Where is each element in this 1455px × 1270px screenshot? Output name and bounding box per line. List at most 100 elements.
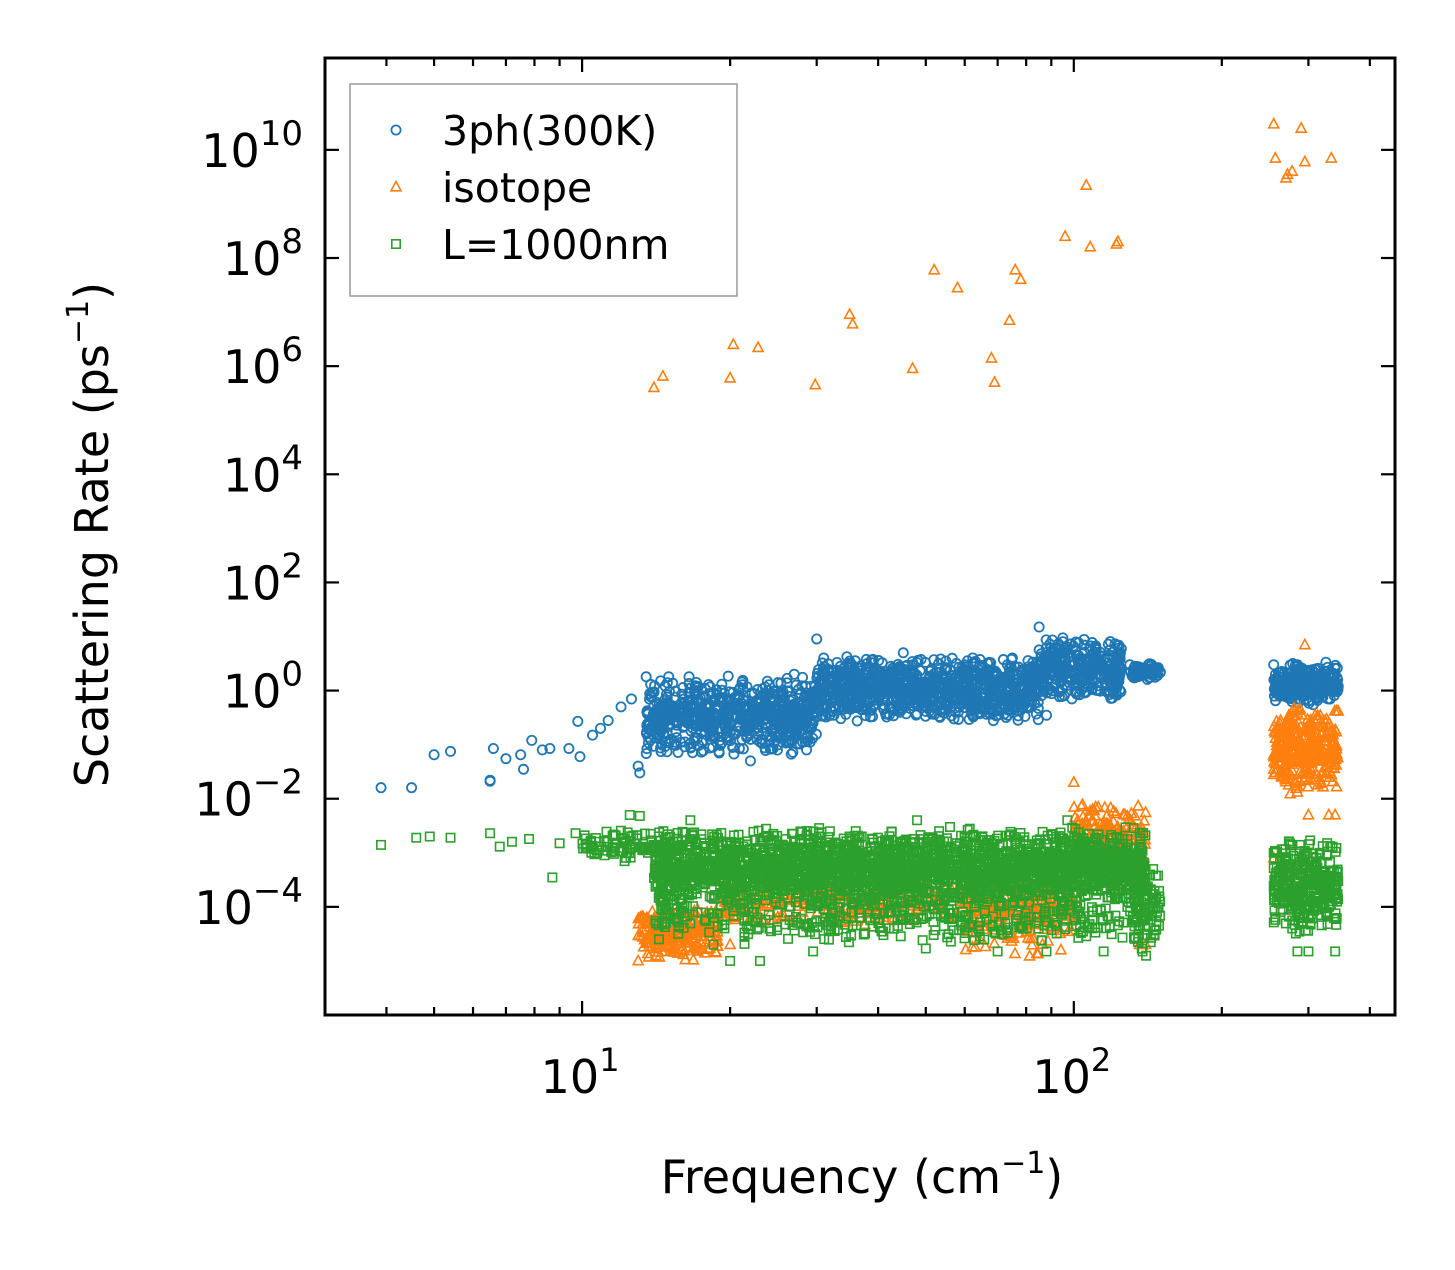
- point-circle: [526, 734, 538, 746]
- point-circle: [428, 749, 440, 761]
- point-circle: [658, 730, 670, 742]
- point-triangle: [1079, 178, 1093, 191]
- point-triangle: [1302, 807, 1315, 820]
- point-circle: [515, 749, 527, 761]
- point-circle: [897, 647, 909, 659]
- point-triangle: [1014, 272, 1028, 285]
- point-circle: [733, 722, 745, 734]
- point-circle: [707, 723, 719, 735]
- point-triangle: [723, 937, 737, 950]
- point-triangle: [1269, 151, 1282, 163]
- point-circle: [1041, 709, 1053, 721]
- point-circle: [375, 782, 387, 794]
- point-circle: [805, 680, 817, 692]
- point-circle: [718, 718, 730, 730]
- point-triangle: [846, 316, 859, 329]
- point-triangle: [1067, 775, 1081, 788]
- point-circle: [602, 714, 614, 726]
- point-circle: [763, 679, 775, 691]
- point-circle: [517, 763, 529, 775]
- point-circle: [746, 715, 758, 727]
- point-circle: [703, 679, 715, 691]
- point-circle: [572, 715, 584, 727]
- point-circle: [1033, 621, 1045, 633]
- point-circle: [718, 687, 730, 699]
- point-circle: [644, 690, 656, 702]
- point-circle: [783, 729, 795, 741]
- point-triangle: [723, 370, 737, 383]
- point-circle: [764, 731, 776, 743]
- point-triangle: [1058, 229, 1072, 242]
- point-triangle: [647, 380, 661, 393]
- point-circle: [661, 677, 673, 689]
- point-circle: [676, 688, 688, 700]
- point-circle: [736, 734, 748, 746]
- point-circle: [780, 735, 792, 747]
- point-circle: [744, 755, 756, 767]
- point-circle: [769, 728, 781, 740]
- point-circle: [782, 716, 794, 728]
- point-circle: [727, 741, 739, 753]
- point-triangle: [1267, 116, 1281, 129]
- point-triangle: [988, 375, 1001, 388]
- point-circle: [640, 747, 652, 759]
- point-circle: [776, 688, 788, 700]
- point-triangle: [1131, 798, 1145, 811]
- point-circle: [660, 715, 672, 727]
- point-circle: [1030, 708, 1042, 720]
- point-circle: [765, 710, 777, 722]
- point-circle: [669, 739, 681, 751]
- point-circle: [685, 725, 697, 737]
- point-circle: [445, 745, 457, 757]
- point-circle: [789, 729, 801, 741]
- point-circle: [787, 746, 799, 758]
- point-circle: [787, 694, 799, 706]
- point-circle: [716, 736, 728, 748]
- point-circle: [658, 722, 670, 734]
- point-circle: [656, 701, 668, 713]
- point-triangle: [631, 953, 645, 966]
- point-circle: [681, 712, 693, 724]
- point-circle: [685, 713, 697, 725]
- point-circle: [794, 738, 806, 750]
- point-circle: [684, 687, 696, 699]
- point-circle: [677, 682, 689, 694]
- point-circle: [1032, 702, 1044, 714]
- point-circle: [688, 735, 700, 747]
- point-circle: [719, 707, 731, 719]
- point-circle: [695, 746, 707, 758]
- point-circle: [595, 722, 607, 734]
- point-triangle: [726, 337, 740, 350]
- point-circle: [807, 717, 819, 729]
- point-circle: [706, 695, 718, 707]
- point-circle: [728, 748, 740, 760]
- point-circle: [683, 671, 695, 683]
- point-triangle: [1003, 313, 1016, 326]
- point-circle: [574, 751, 586, 763]
- point-circle: [1268, 659, 1280, 671]
- point-triangle: [988, 936, 1001, 949]
- point-circle: [625, 693, 637, 705]
- point-circle: [670, 691, 682, 703]
- point-triangle: [906, 361, 919, 374]
- point-circle: [697, 690, 709, 702]
- point-circle: [754, 702, 766, 714]
- point-circle: [851, 715, 863, 727]
- point-circle: [791, 712, 803, 724]
- series-3: [376, 809, 1344, 966]
- point-circle: [704, 681, 716, 693]
- point-triangle: [1298, 154, 1312, 167]
- point-circle: [693, 708, 705, 720]
- point-circle: [748, 688, 760, 700]
- point-circle: [406, 782, 418, 794]
- point-circle: [703, 707, 715, 719]
- point-circle: [722, 670, 734, 682]
- point-circle: [671, 732, 683, 744]
- point-circle: [716, 678, 728, 690]
- point-circle: [746, 720, 758, 732]
- point-triangle: [951, 280, 964, 293]
- point-triangle: [1008, 946, 1022, 959]
- point-circle: [810, 728, 822, 740]
- point-triangle: [1325, 151, 1338, 163]
